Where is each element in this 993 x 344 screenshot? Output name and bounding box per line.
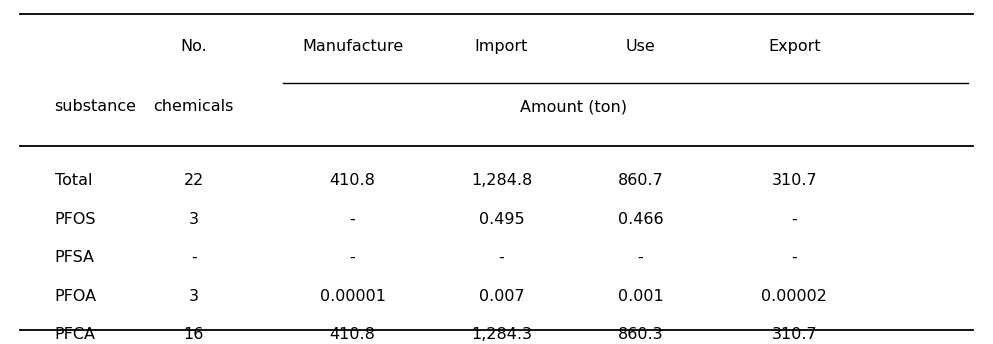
Text: PFOA: PFOA bbox=[55, 289, 96, 304]
Text: 0.495: 0.495 bbox=[479, 212, 524, 227]
Text: Total: Total bbox=[55, 173, 92, 188]
Text: 310.7: 310.7 bbox=[772, 173, 817, 188]
Text: 3: 3 bbox=[189, 212, 199, 227]
Text: -: - bbox=[791, 212, 797, 227]
Text: -: - bbox=[350, 250, 355, 265]
Text: -: - bbox=[191, 250, 197, 265]
Text: Import: Import bbox=[475, 39, 528, 54]
Text: Use: Use bbox=[626, 39, 655, 54]
Text: PFSA: PFSA bbox=[55, 250, 94, 265]
Text: 3: 3 bbox=[189, 289, 199, 304]
Text: 0.466: 0.466 bbox=[618, 212, 663, 227]
Text: -: - bbox=[498, 250, 504, 265]
Text: Manufacture: Manufacture bbox=[302, 39, 403, 54]
Text: Export: Export bbox=[769, 39, 820, 54]
Text: 0.001: 0.001 bbox=[618, 289, 663, 304]
Text: Amount (ton): Amount (ton) bbox=[520, 99, 627, 114]
Text: 410.8: 410.8 bbox=[330, 327, 375, 342]
Text: 0.00002: 0.00002 bbox=[762, 289, 827, 304]
Text: 860.7: 860.7 bbox=[618, 173, 663, 188]
Text: 22: 22 bbox=[184, 173, 204, 188]
Text: 1,284.3: 1,284.3 bbox=[471, 327, 532, 342]
Text: substance: substance bbox=[55, 99, 137, 114]
Text: -: - bbox=[791, 250, 797, 265]
Text: 0.007: 0.007 bbox=[479, 289, 524, 304]
Text: -: - bbox=[350, 212, 355, 227]
Text: PFOS: PFOS bbox=[55, 212, 96, 227]
Text: 410.8: 410.8 bbox=[330, 173, 375, 188]
Text: 16: 16 bbox=[184, 327, 204, 342]
Text: chemicals: chemicals bbox=[154, 99, 233, 114]
Text: -: - bbox=[638, 250, 643, 265]
Text: 310.7: 310.7 bbox=[772, 327, 817, 342]
Text: 0.00001: 0.00001 bbox=[320, 289, 385, 304]
Text: 860.3: 860.3 bbox=[618, 327, 663, 342]
Text: No.: No. bbox=[181, 39, 207, 54]
Text: PFCA: PFCA bbox=[55, 327, 95, 342]
Text: 1,284.8: 1,284.8 bbox=[471, 173, 532, 188]
